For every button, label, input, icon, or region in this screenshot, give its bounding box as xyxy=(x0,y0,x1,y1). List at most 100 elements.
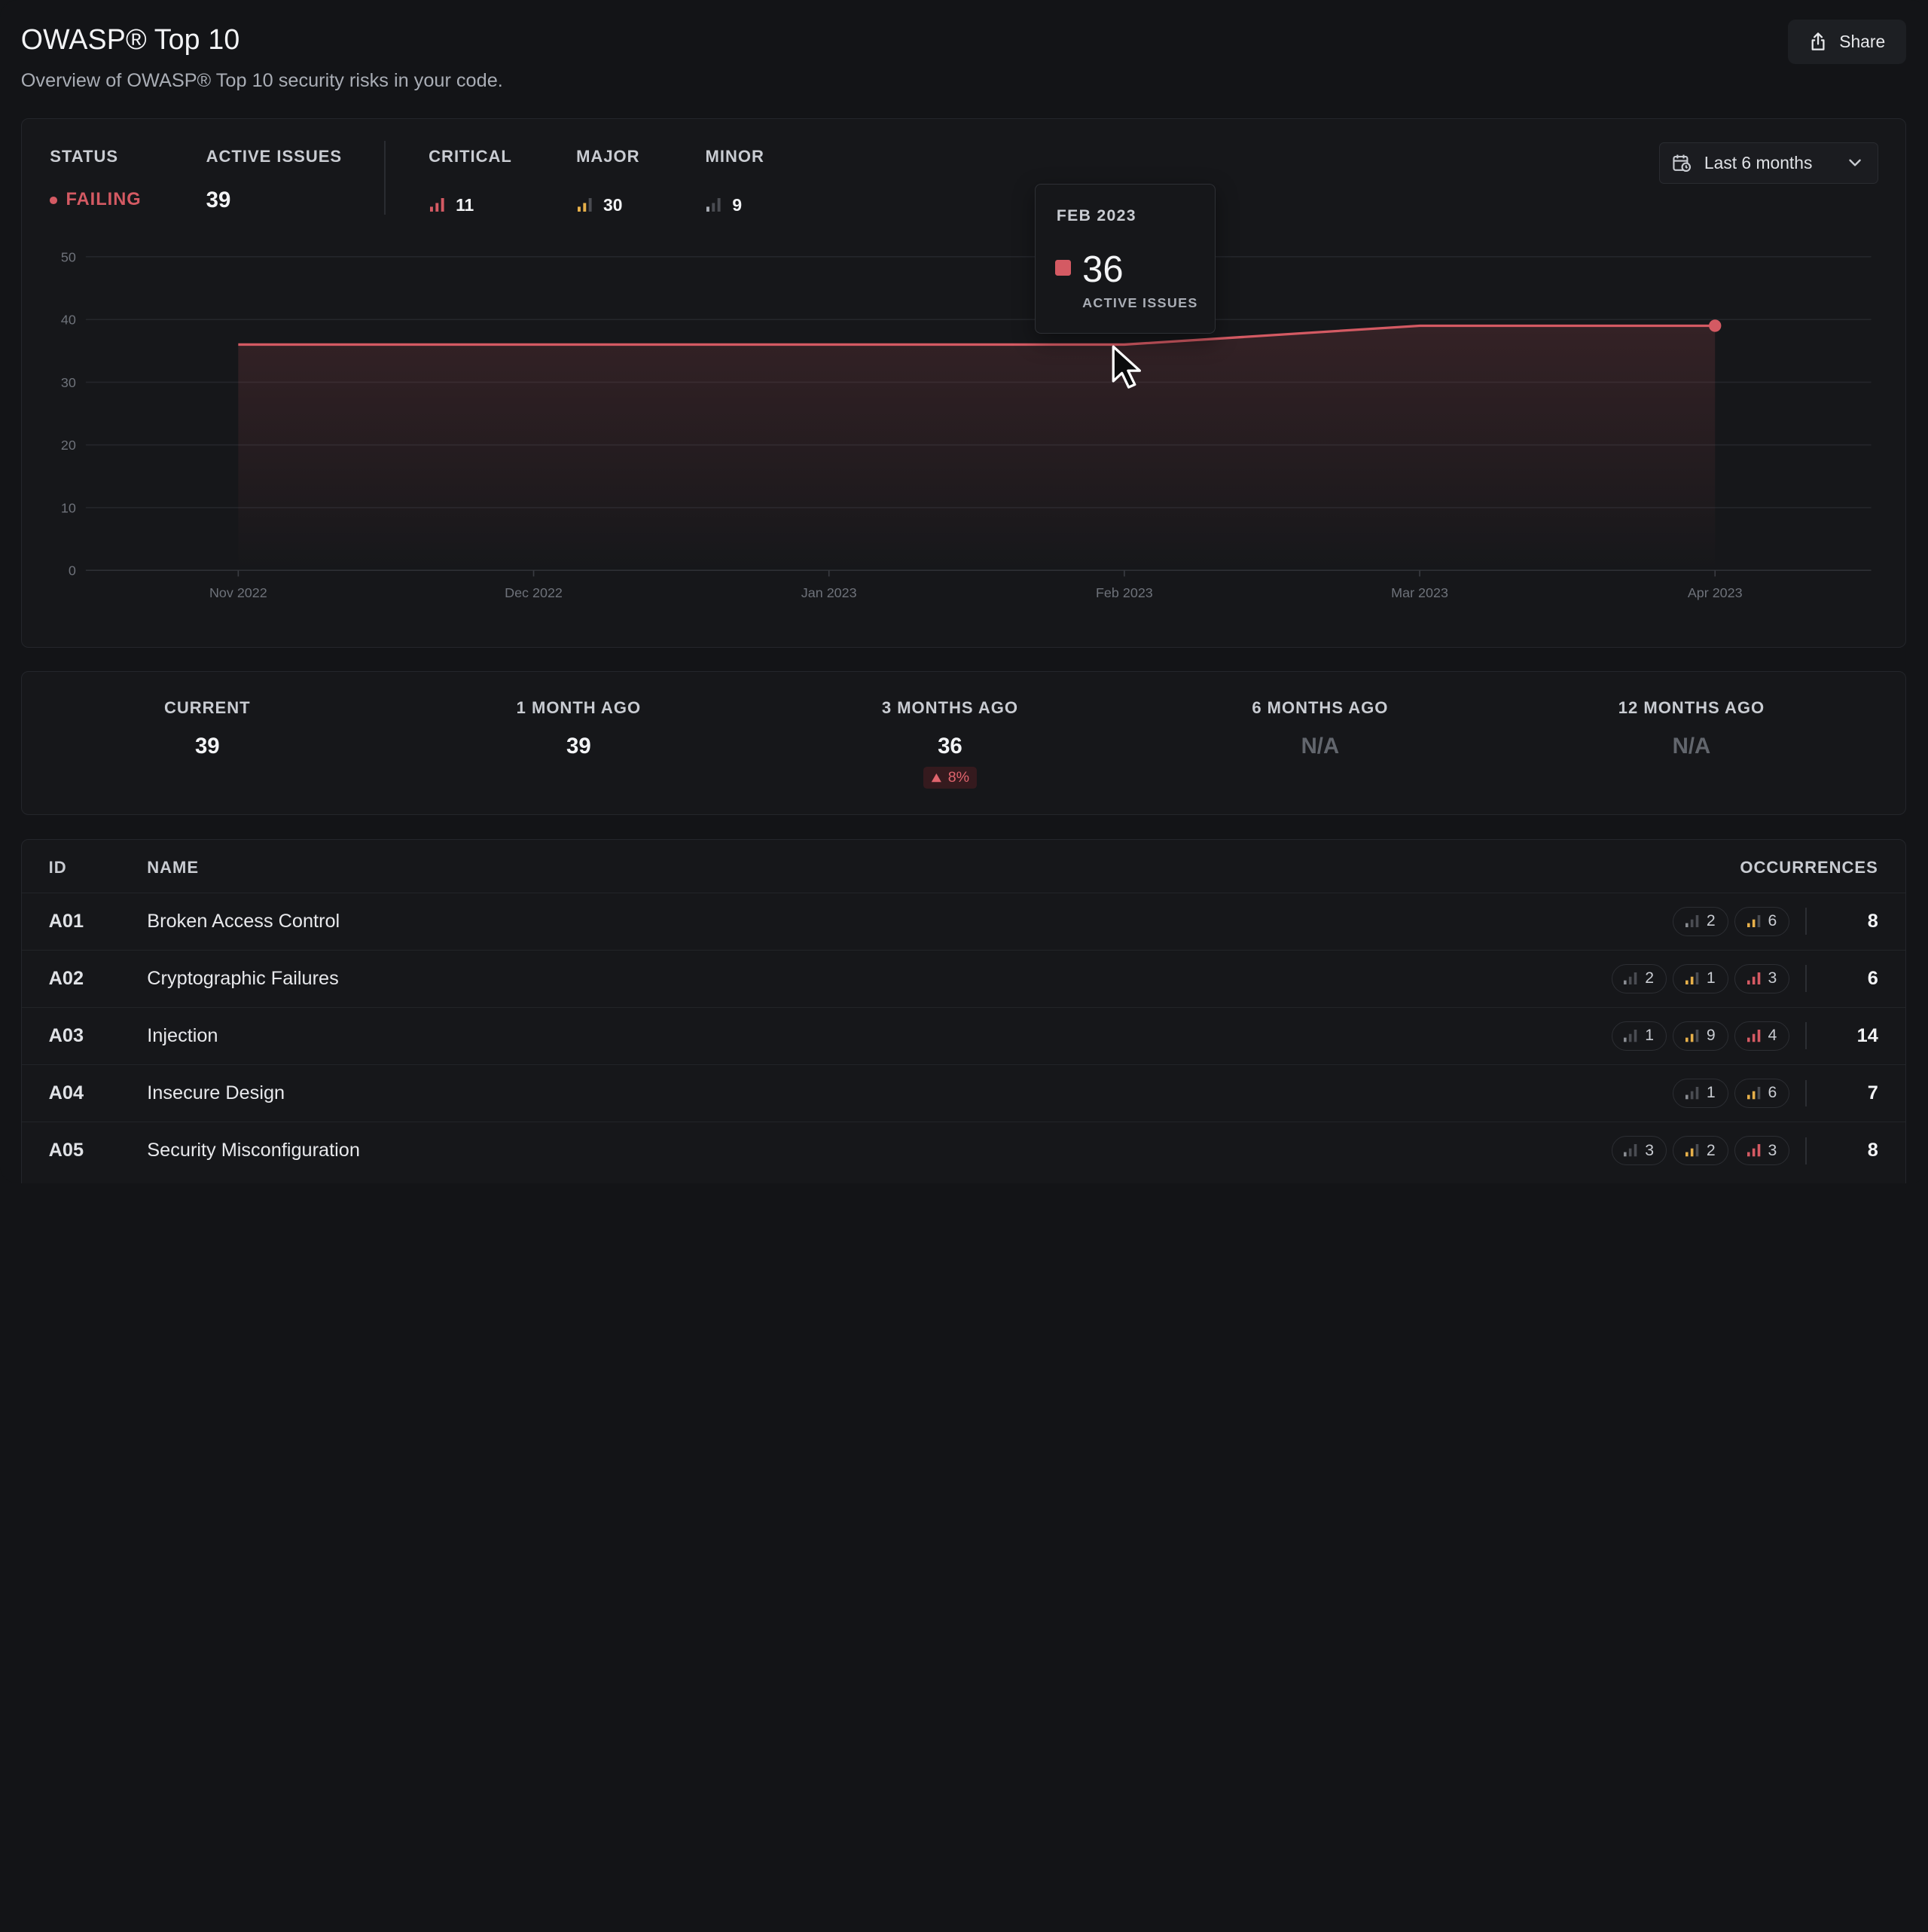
minor-label: MINOR xyxy=(705,147,764,166)
row-name: Insecure Design xyxy=(147,1082,285,1103)
table-row[interactable]: A01 Broken Access Control 2 6 8 xyxy=(21,892,1905,951)
pill-count: 1 xyxy=(1706,969,1716,987)
y-tick-label: 40 xyxy=(61,312,76,327)
row-id: A04 xyxy=(48,1082,84,1103)
pill-count: 3 xyxy=(1645,1141,1654,1159)
tooltip-value: 36 xyxy=(1082,249,1124,291)
critical-severity-icon xyxy=(1746,1030,1760,1042)
row-name: Security Misconfiguration xyxy=(147,1139,360,1161)
summary-3-months: 3 MONTHS AGO 36 8% xyxy=(803,672,1098,789)
arrow-up-icon xyxy=(931,773,941,783)
minor-count-pill: 2 xyxy=(1673,906,1728,936)
summary-label: 6 MONTHS AGO xyxy=(1252,697,1389,717)
chart-tooltip: FEB 2023 36 ACTIVE ISSUES xyxy=(1035,184,1216,334)
y-tick-label: 50 xyxy=(61,249,76,264)
pill-count: 4 xyxy=(1768,1027,1777,1045)
summary-value: 36 xyxy=(938,733,962,758)
minor-value: 9 xyxy=(732,194,743,215)
active-issues-label: ACTIVE ISSUES xyxy=(206,147,343,166)
minor-severity-icon xyxy=(1685,1087,1699,1100)
page-subtitle: Overview of OWASP® Top 10 security risks… xyxy=(20,70,503,92)
minor-severity-icon xyxy=(1624,1144,1637,1157)
tooltip-date: FEB 2023 xyxy=(1056,206,1136,224)
minor-severity-icon xyxy=(1624,972,1637,985)
summary-label: 1 MONTH AGO xyxy=(516,697,642,717)
critical-stat: 11 xyxy=(429,194,474,215)
critical-value: 11 xyxy=(456,194,474,215)
pill-count: 1 xyxy=(1645,1027,1654,1045)
issues-area-chart[interactable]: 0 10 20 30 40 50 Nov 2022 Dec 2022 Jan 2023 Feb … xyxy=(22,119,1905,649)
major-severity-icon xyxy=(1746,915,1760,928)
table-row[interactable]: A02 Cryptographic Failures 2 1 3 6 xyxy=(21,949,1905,1008)
column-header-id[interactable]: ID xyxy=(48,857,67,877)
summary-12-months: 12 MONTHS AGO N/A xyxy=(1544,672,1839,759)
row-severity-pills: 2 6 xyxy=(1673,906,1790,936)
summary-value: 39 xyxy=(194,733,220,758)
active-issues-value: 39 xyxy=(206,188,231,213)
summary-6-months: 6 MONTHS AGO N/A xyxy=(1173,672,1468,759)
history-summary-card: CURRENT 39 1 MONTH AGO 39 3 MONTHS AGO 3… xyxy=(20,671,1906,816)
major-severity-icon xyxy=(1685,972,1699,985)
major-label: MAJOR xyxy=(576,147,640,166)
critical-severity-icon xyxy=(1746,1144,1760,1157)
status-label: STATUS xyxy=(50,147,119,166)
pill-count: 6 xyxy=(1768,912,1777,930)
x-tick-label: Nov 2022 xyxy=(209,585,267,600)
delta-badge: 8% xyxy=(923,766,977,789)
minor-severity-icon xyxy=(1685,915,1699,928)
chart-data-point[interactable] xyxy=(1708,319,1722,332)
summary-1-month: 1 MONTH AGO 39 xyxy=(431,672,726,759)
row-severity-pills: 2 1 3 xyxy=(1611,963,1790,993)
x-tick-label: Jan 2023 xyxy=(801,585,857,600)
row-id: A03 xyxy=(48,1024,84,1046)
minor-count-pill: 3 xyxy=(1611,1135,1667,1166)
critical-count-pill: 3 xyxy=(1734,963,1790,993)
chart-series-line xyxy=(238,324,1715,346)
major-severity-icon xyxy=(1685,1144,1699,1157)
row-total: 8 xyxy=(1867,910,1878,932)
major-count-pill: 2 xyxy=(1673,1135,1728,1166)
y-tick-label: 30 xyxy=(61,375,76,390)
x-tick-label: Mar 2023 xyxy=(1391,585,1448,600)
pill-count: 1 xyxy=(1706,1084,1716,1102)
row-total: 8 xyxy=(1867,1139,1878,1161)
chevron-down-icon xyxy=(1849,160,1862,166)
summary-value: N/A xyxy=(1301,733,1340,758)
delta-value: 8% xyxy=(947,768,969,786)
calendar-icon xyxy=(1673,154,1692,172)
summary-label: CURRENT xyxy=(164,697,251,717)
share-icon xyxy=(1812,32,1825,51)
table-row[interactable]: A05 Security Misconfiguration 3 2 3 8 xyxy=(21,1122,1905,1180)
minor-severity-icon xyxy=(706,198,721,212)
row-name: Cryptographic Failures xyxy=(147,967,339,989)
column-header-name[interactable]: NAME xyxy=(147,857,200,877)
minor-count-pill: 1 xyxy=(1673,1078,1728,1109)
page-frame: OWASP® Top 10 Overview of OWASP® Top 10 … xyxy=(20,20,1906,1183)
status-value: FAILING xyxy=(66,190,142,210)
tooltip-label: ACTIVE ISSUES xyxy=(1082,295,1198,311)
table-row[interactable]: A04 Insecure Design 1 6 7 xyxy=(21,1064,1905,1122)
column-header-occurrences[interactable]: OCCURRENCES xyxy=(1740,857,1878,877)
y-tick-label: 20 xyxy=(61,438,76,453)
table-row[interactable]: A03 Injection 1 9 4 14 xyxy=(21,1006,1905,1065)
y-tick-label: 0 xyxy=(69,563,76,578)
status-dot xyxy=(50,197,58,204)
x-tick-label: Apr 2023 xyxy=(1688,585,1743,600)
share-button-label: Share xyxy=(1839,31,1886,51)
x-tick-label: Feb 2023 xyxy=(1096,585,1153,600)
row-severity-pills: 1 6 xyxy=(1673,1078,1790,1109)
major-count-pill: 9 xyxy=(1673,1021,1728,1051)
x-tick-label: Dec 2022 xyxy=(505,585,563,600)
row-name: Broken Access Control xyxy=(147,910,340,932)
summary-value: N/A xyxy=(1672,733,1711,758)
critical-label: CRITICAL xyxy=(429,147,512,166)
pill-count: 6 xyxy=(1768,1084,1777,1102)
mouse-cursor-icon xyxy=(1112,345,1142,389)
tooltip-swatch xyxy=(1055,259,1072,276)
page-title: OWASP® Top 10 xyxy=(20,23,240,56)
row-divider xyxy=(1805,908,1808,935)
share-button[interactable]: Share xyxy=(1787,20,1906,64)
date-range-select[interactable]: Last 6 months xyxy=(1659,142,1878,185)
row-id: A05 xyxy=(48,1139,84,1161)
major-severity-icon xyxy=(577,198,592,212)
